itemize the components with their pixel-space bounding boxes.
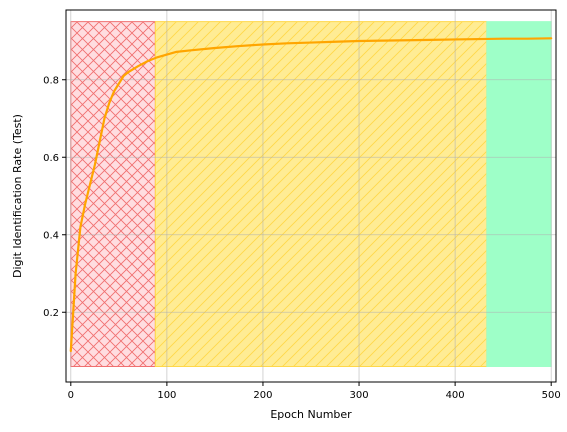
series-line-1 [69, 37, 553, 353]
series-lines [69, 37, 553, 353]
x-tick-label: 300 [349, 390, 368, 401]
y-tick-label: 0.2 [43, 308, 59, 319]
y-tick-label: 0.6 [43, 153, 59, 164]
plot-frame [65, 9, 557, 383]
x-axis-label: Epoch Number [270, 408, 352, 421]
region-2-hatch [155, 21, 487, 367]
shaded-regions [70, 21, 552, 367]
region-1-hatch [70, 21, 156, 367]
y-axis-label: Digit Identification Rate (Test) [11, 114, 24, 278]
y-tick-label: 0.8 [43, 75, 59, 86]
x-tick-label: 200 [253, 390, 272, 401]
x-tick-label: 100 [157, 390, 176, 401]
x-tick-label: 500 [542, 390, 561, 401]
x-axis: 0 100 200 300 400 500 [68, 382, 561, 401]
y-tick-label: 0.4 [43, 230, 59, 241]
x-tick-label: 400 [446, 390, 465, 401]
y-axis: 0.2 0.4 0.6 0.8 [43, 75, 66, 319]
region-3 [486, 21, 552, 367]
x-tick-label: 0 [68, 390, 74, 401]
grid-lines [66, 10, 556, 382]
